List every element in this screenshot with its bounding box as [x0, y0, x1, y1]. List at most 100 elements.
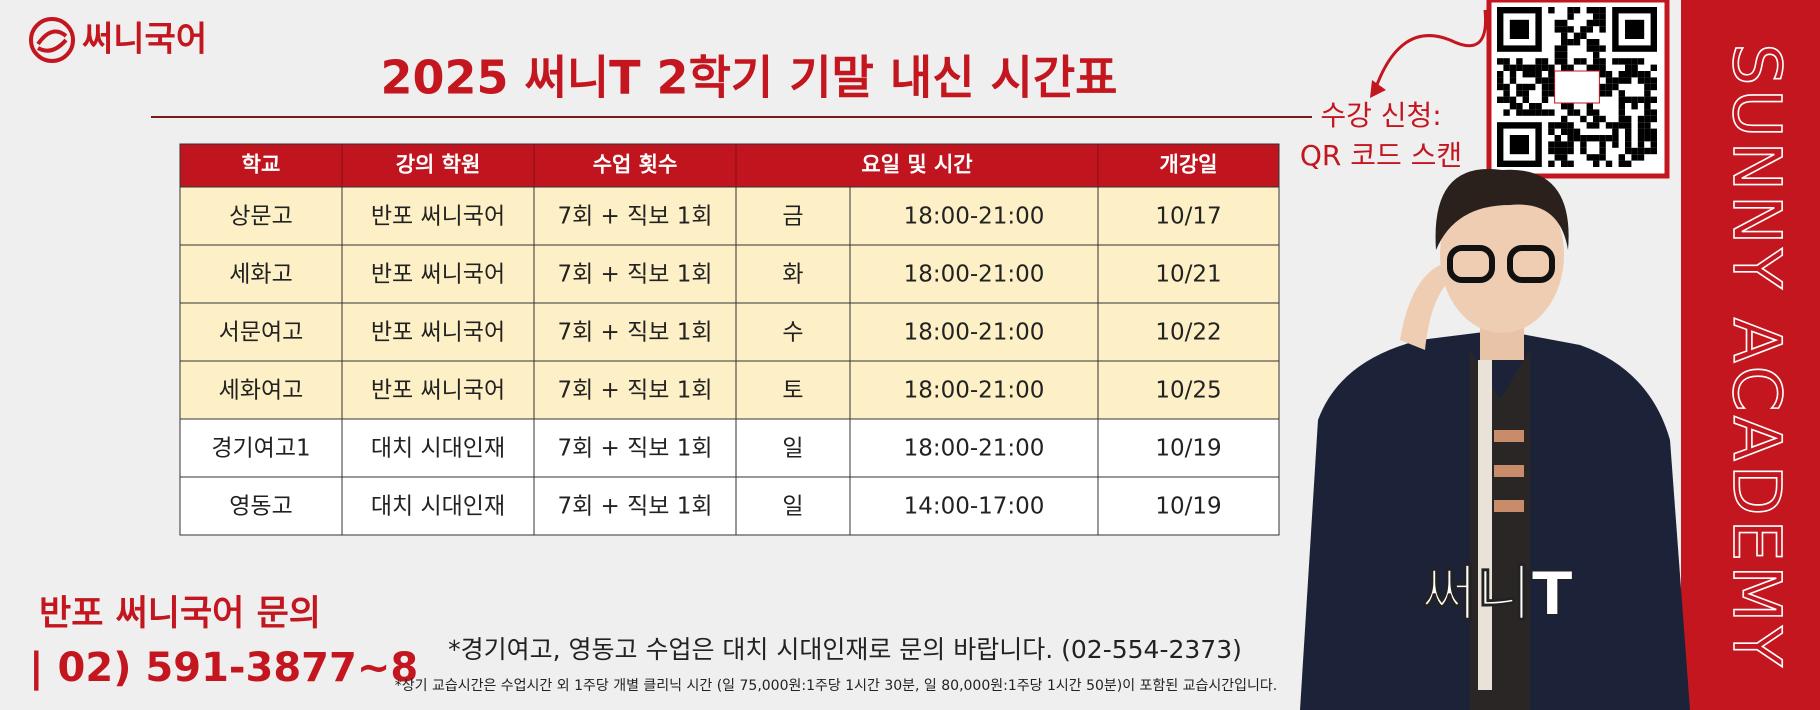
qr-module [1522, 64, 1529, 71]
qr-module [1554, 58, 1561, 65]
qr-module [1561, 147, 1568, 155]
table-cell: 7회 + 직보 1회 [557, 436, 712, 462]
footnote: *상기 교습시간은 수업시간 외 1주당 개별 클리닉 시간 (일 75,000… [395, 678, 1278, 694]
qr-module [1554, 122, 1561, 129]
table-border [179, 143, 1280, 536]
qr-module [1535, 103, 1542, 110]
qr-module [1548, 71, 1555, 78]
qr-module [1561, 39, 1568, 46]
qr-module [1535, 64, 1542, 71]
qr-module [1637, 154, 1645, 161]
stripe [1494, 500, 1524, 512]
qr-module [1650, 109, 1657, 116]
qr-module [1554, 19, 1561, 27]
side-strip [1681, 0, 1820, 710]
qr-module [1529, 103, 1536, 110]
qr-module [1586, 64, 1593, 71]
qr-module [1522, 96, 1529, 103]
qr-module [1625, 96, 1632, 103]
stripe [1494, 430, 1524, 442]
qr-module [1586, 109, 1593, 116]
qr-module [1509, 77, 1517, 84]
qr-module [1650, 147, 1657, 155]
qr-module [1631, 154, 1638, 161]
qr-module [1637, 135, 1645, 142]
qr-module [1593, 64, 1600, 71]
table-cell: 대치 시대인재 [371, 494, 505, 520]
qr-module [1599, 64, 1606, 71]
qr-module [1644, 77, 1651, 84]
qr-module [1618, 115, 1625, 123]
table-cell: 반포 써니국어 [371, 204, 505, 230]
qr-module [1567, 128, 1574, 135]
qr-code[interactable] [1486, 0, 1670, 179]
table-cell: 반포 써니국어 [371, 262, 505, 288]
qr-module [1625, 128, 1632, 135]
qr-module [1541, 58, 1549, 65]
qr-module [1503, 64, 1510, 71]
qr-module [1599, 154, 1606, 161]
qr-module [1509, 71, 1517, 78]
glasses [1447, 245, 1495, 283]
qr-module [1599, 58, 1606, 65]
table-cell: 10/17 [1155, 204, 1221, 230]
header-cell: 강의 학원 [396, 153, 481, 177]
qr-module [1650, 141, 1657, 148]
table-cell: 10/19 [1155, 494, 1221, 520]
arrow [1373, 9, 1488, 91]
table-cell: 화 [782, 262, 803, 288]
qr-module [1554, 26, 1561, 33]
qr-module [1612, 128, 1619, 135]
qr-module [1593, 160, 1600, 167]
table-row [179, 360, 1280, 420]
qr-module [1548, 141, 1555, 148]
qr-module [1605, 83, 1613, 91]
qr-module [1644, 122, 1651, 129]
qr-module [1541, 77, 1549, 84]
table-cell: 10/21 [1155, 262, 1221, 288]
table-cell: 7회 + 직보 1회 [557, 494, 712, 520]
qr-pattern [1497, 7, 1657, 167]
qr-module [1535, 77, 1542, 84]
qr-finder [1509, 135, 1529, 155]
qr-module [1497, 77, 1504, 84]
qr-module [1529, 109, 1536, 116]
qr-module [1631, 64, 1638, 71]
header-row [180, 144, 1279, 187]
qr-module [1637, 71, 1645, 78]
qr-module [1548, 160, 1555, 167]
qr-module [1561, 58, 1568, 65]
table-cell: 18:00-21:00 [904, 436, 1045, 462]
qr-module [1548, 64, 1555, 71]
table-cell: 10/25 [1155, 378, 1221, 404]
qr-module [1618, 122, 1625, 129]
qr-module [1548, 147, 1555, 155]
header-cell: 개강일 [1160, 153, 1218, 177]
table-row [179, 244, 1280, 304]
qr-module [1561, 32, 1568, 39]
table-cell: 18:00-21:00 [904, 204, 1045, 230]
qr-module [1497, 83, 1504, 91]
table-cell: 7회 + 직보 1회 [557, 262, 712, 288]
qr-module [1567, 141, 1574, 148]
qr-module [1637, 141, 1645, 148]
qr-module [1535, 58, 1542, 65]
qr-module [1561, 160, 1568, 167]
qr-finder [1509, 19, 1529, 39]
table-cell: 세화여고 [219, 378, 304, 404]
qr-module [1599, 135, 1606, 142]
qr-module [1516, 109, 1523, 116]
qr-module [1573, 39, 1581, 46]
qr-module [1573, 135, 1581, 142]
qr-module [1548, 122, 1555, 129]
qr-module [1580, 147, 1587, 155]
qr-module [1637, 128, 1645, 135]
teacher-photo: 써니T [1300, 169, 1690, 710]
qr-module [1631, 71, 1638, 78]
qr-module [1631, 96, 1638, 103]
qr-module [1509, 103, 1517, 110]
table-cell: 대치 시대인재 [371, 436, 505, 462]
qr-module [1599, 19, 1606, 27]
logo-icon-swoosh [36, 29, 68, 53]
